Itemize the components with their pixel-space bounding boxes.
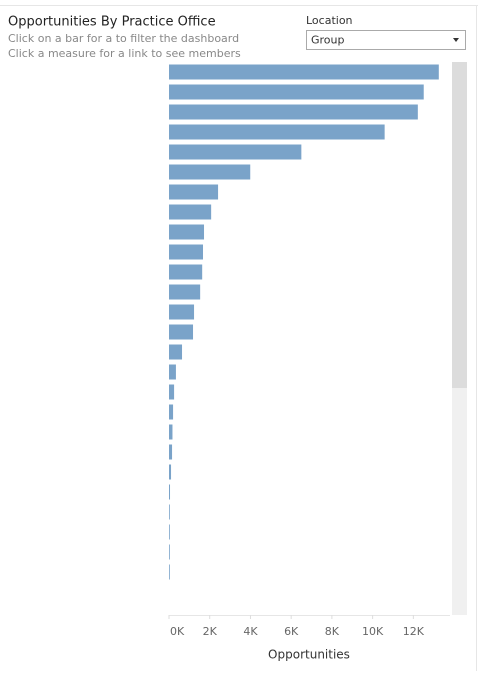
x-tick-label: 10K (362, 625, 384, 638)
chart-title: Opportunities By Practice Office (8, 15, 216, 30)
plot: 0K 2K 4K 6K 8K 10K 12K (168, 64, 439, 638)
bar[interactable] (169, 364, 176, 380)
bar[interactable] (169, 84, 424, 100)
x-tick-label: 4K (243, 625, 258, 638)
x-tick-label: 6K (284, 625, 299, 638)
bar[interactable] (169, 344, 183, 360)
bar[interactable] (169, 564, 170, 580)
bar[interactable] (169, 204, 212, 220)
bar[interactable] (169, 244, 204, 260)
bar[interactable] (169, 504, 170, 520)
bar[interactable] (169, 64, 439, 80)
x-tick-label: 12K (403, 625, 425, 638)
filter-dropdown[interactable]: Group (306, 30, 466, 50)
bar[interactable] (169, 284, 201, 300)
bar[interactable] (169, 544, 170, 560)
bar[interactable] (169, 324, 194, 340)
subtitle: Click on a bar for a to filter the dashb… (8, 32, 239, 45)
bar[interactable] (169, 444, 173, 460)
filter-label: Location (306, 14, 353, 27)
x-tick-label: 0K (170, 625, 185, 638)
bar[interactable] (169, 264, 203, 280)
bar[interactable] (169, 424, 173, 440)
x-tick-label: 2K (203, 625, 218, 638)
bar[interactable] (169, 104, 418, 120)
dropdown-arrow[interactable] (453, 38, 459, 42)
bar[interactable] (169, 184, 219, 200)
scrollbar-thumb[interactable] (452, 62, 467, 388)
bar[interactable] (169, 224, 205, 240)
bar[interactable] (169, 144, 302, 160)
bar[interactable] (169, 124, 385, 140)
dropdown-value[interactable]: Group (311, 34, 345, 47)
x-axis-title: Opportunities (268, 648, 350, 662)
subtitle: Click a measure for a link to see member… (8, 47, 241, 60)
dropdown-box[interactable] (306, 30, 466, 50)
bar[interactable] (169, 164, 251, 180)
bar[interactable] (169, 464, 172, 480)
bar[interactable] (169, 384, 175, 400)
x-tick-label: 8K (325, 625, 340, 638)
bar[interactable] (169, 484, 171, 500)
bar[interactable] (169, 404, 174, 420)
bar[interactable] (169, 524, 170, 540)
bar[interactable] (169, 304, 195, 320)
